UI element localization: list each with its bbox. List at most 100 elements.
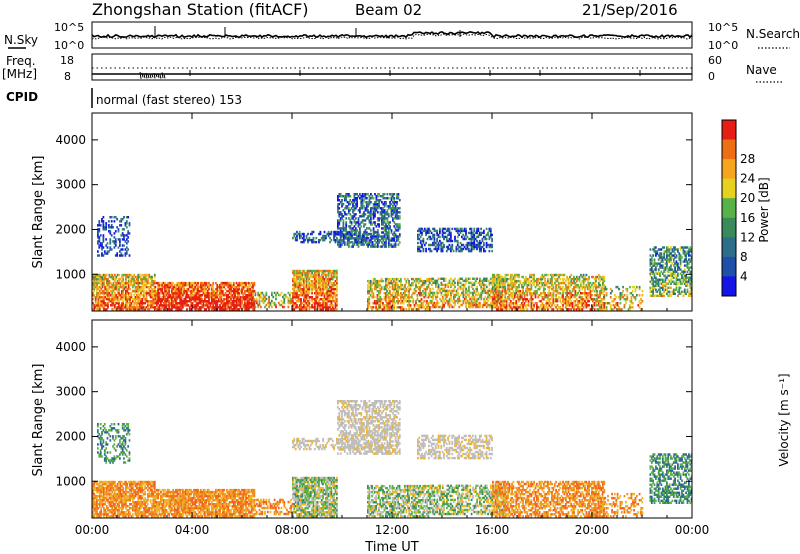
- echo-cell: [416, 296, 419, 299]
- echo-cell: [446, 283, 448, 287]
- echo-cell: [372, 243, 375, 246]
- echo-cell: [454, 295, 456, 299]
- echo-cell: [386, 193, 389, 196]
- echo-cell: [400, 283, 402, 287]
- echo-cell: [487, 299, 489, 303]
- echo-cell: [231, 304, 234, 307]
- echo-cell: [232, 302, 235, 305]
- echo-cell: [234, 296, 236, 299]
- echo-cell: [314, 287, 316, 291]
- echo-cell: [314, 269, 316, 273]
- echo-cell: [496, 285, 498, 289]
- echo-cell: [416, 298, 419, 301]
- echo-cell: [383, 285, 386, 289]
- echo-cell: [238, 308, 241, 311]
- echo-cell: [206, 306, 209, 309]
- echo-cell: [498, 275, 501, 279]
- echo-cell: [241, 287, 243, 291]
- echo-cell: [369, 285, 372, 289]
- echo-cell: [457, 283, 459, 287]
- echo-cell: [488, 303, 491, 307]
- echo-cell: [382, 195, 385, 198]
- echo-cell: [432, 227, 434, 231]
- echo-cell: [131, 289, 134, 293]
- echo-cell: [480, 241, 482, 245]
- echo-cell: [469, 231, 471, 235]
- echo-cell: [417, 300, 420, 303]
- echo-cell: [337, 240, 340, 244]
- echo-cell: [318, 304, 320, 307]
- freq-trace: [92, 67, 692, 79]
- echo-cell: [125, 234, 128, 237]
- echo-cell: [383, 225, 386, 228]
- echo-cell: [293, 283, 296, 287]
- echo-cell: [319, 287, 322, 291]
- echo-cell: [364, 240, 367, 244]
- echo-cell: [129, 296, 131, 299]
- echo-cell: [385, 197, 387, 200]
- echo-cell: [484, 291, 487, 295]
- echo-cell: [98, 285, 101, 289]
- echo-cell: [483, 249, 485, 253]
- echo-cell: [406, 277, 409, 281]
- echo-cell: [420, 298, 423, 301]
- echo-cell: [283, 297, 286, 301]
- echo-cell: [485, 237, 488, 241]
- echo-cell: [237, 304, 239, 307]
- echo-cell: [169, 283, 172, 287]
- echo-cell: [476, 305, 478, 309]
- echo-cell: [363, 219, 365, 222]
- echo-cell: [574, 289, 577, 293]
- echo-cell: [402, 285, 405, 289]
- echo-cell: [250, 298, 253, 301]
- echo-cell: [268, 295, 270, 299]
- echo-cell: [381, 217, 383, 220]
- echo-cell: [96, 308, 98, 311]
- echo-cell: [319, 238, 322, 242]
- echo-cell: [337, 207, 339, 210]
- echo-cell: [279, 303, 281, 307]
- echo-cell: [384, 294, 387, 297]
- echo-cell: [433, 301, 436, 305]
- echo-cell: [481, 279, 484, 283]
- echo-cell: [374, 245, 376, 248]
- echo-cell: [383, 304, 386, 307]
- echo-cell: [152, 287, 155, 291]
- echo-cell: [237, 287, 239, 291]
- echo-cell: [129, 281, 131, 285]
- echo-cell: [390, 199, 393, 202]
- echo-cell: [376, 294, 379, 297]
- echo-cell: [358, 236, 360, 240]
- echo-cell: [383, 201, 386, 204]
- echo-cell: [483, 297, 485, 301]
- echo-cell: [346, 193, 349, 196]
- echo-cell: [208, 306, 210, 309]
- echo-cell: [372, 203, 375, 206]
- echo-cell: [440, 305, 443, 309]
- echo-cell: [144, 302, 147, 305]
- echo-cell: [390, 306, 393, 309]
- echo-cell: [353, 209, 356, 212]
- echo-cell: [301, 289, 304, 293]
- echo-cell: [397, 217, 400, 220]
- echo-cell: [504, 294, 507, 297]
- echo-cell: [125, 285, 127, 289]
- echo-cell: [426, 308, 428, 311]
- echo-cell: [497, 308, 500, 311]
- echo-cell: [340, 230, 342, 234]
- echo-cell: [190, 292, 193, 295]
- echo-cell: [304, 275, 307, 279]
- echo-cell: [481, 303, 484, 307]
- echo-cell: [488, 293, 491, 297]
- echo-cell: [345, 197, 348, 200]
- echo-cell: [269, 303, 272, 307]
- echo-cell: [138, 289, 141, 293]
- echo-cell: [161, 283, 164, 287]
- echo-cell: [387, 281, 390, 285]
- echo-cell: [221, 289, 224, 293]
- echo-cell: [296, 236, 298, 240]
- echo-cell: [155, 304, 158, 307]
- echo-cell: [116, 302, 119, 305]
- echo-cell: [197, 294, 199, 297]
- echo-cell: [210, 283, 213, 287]
